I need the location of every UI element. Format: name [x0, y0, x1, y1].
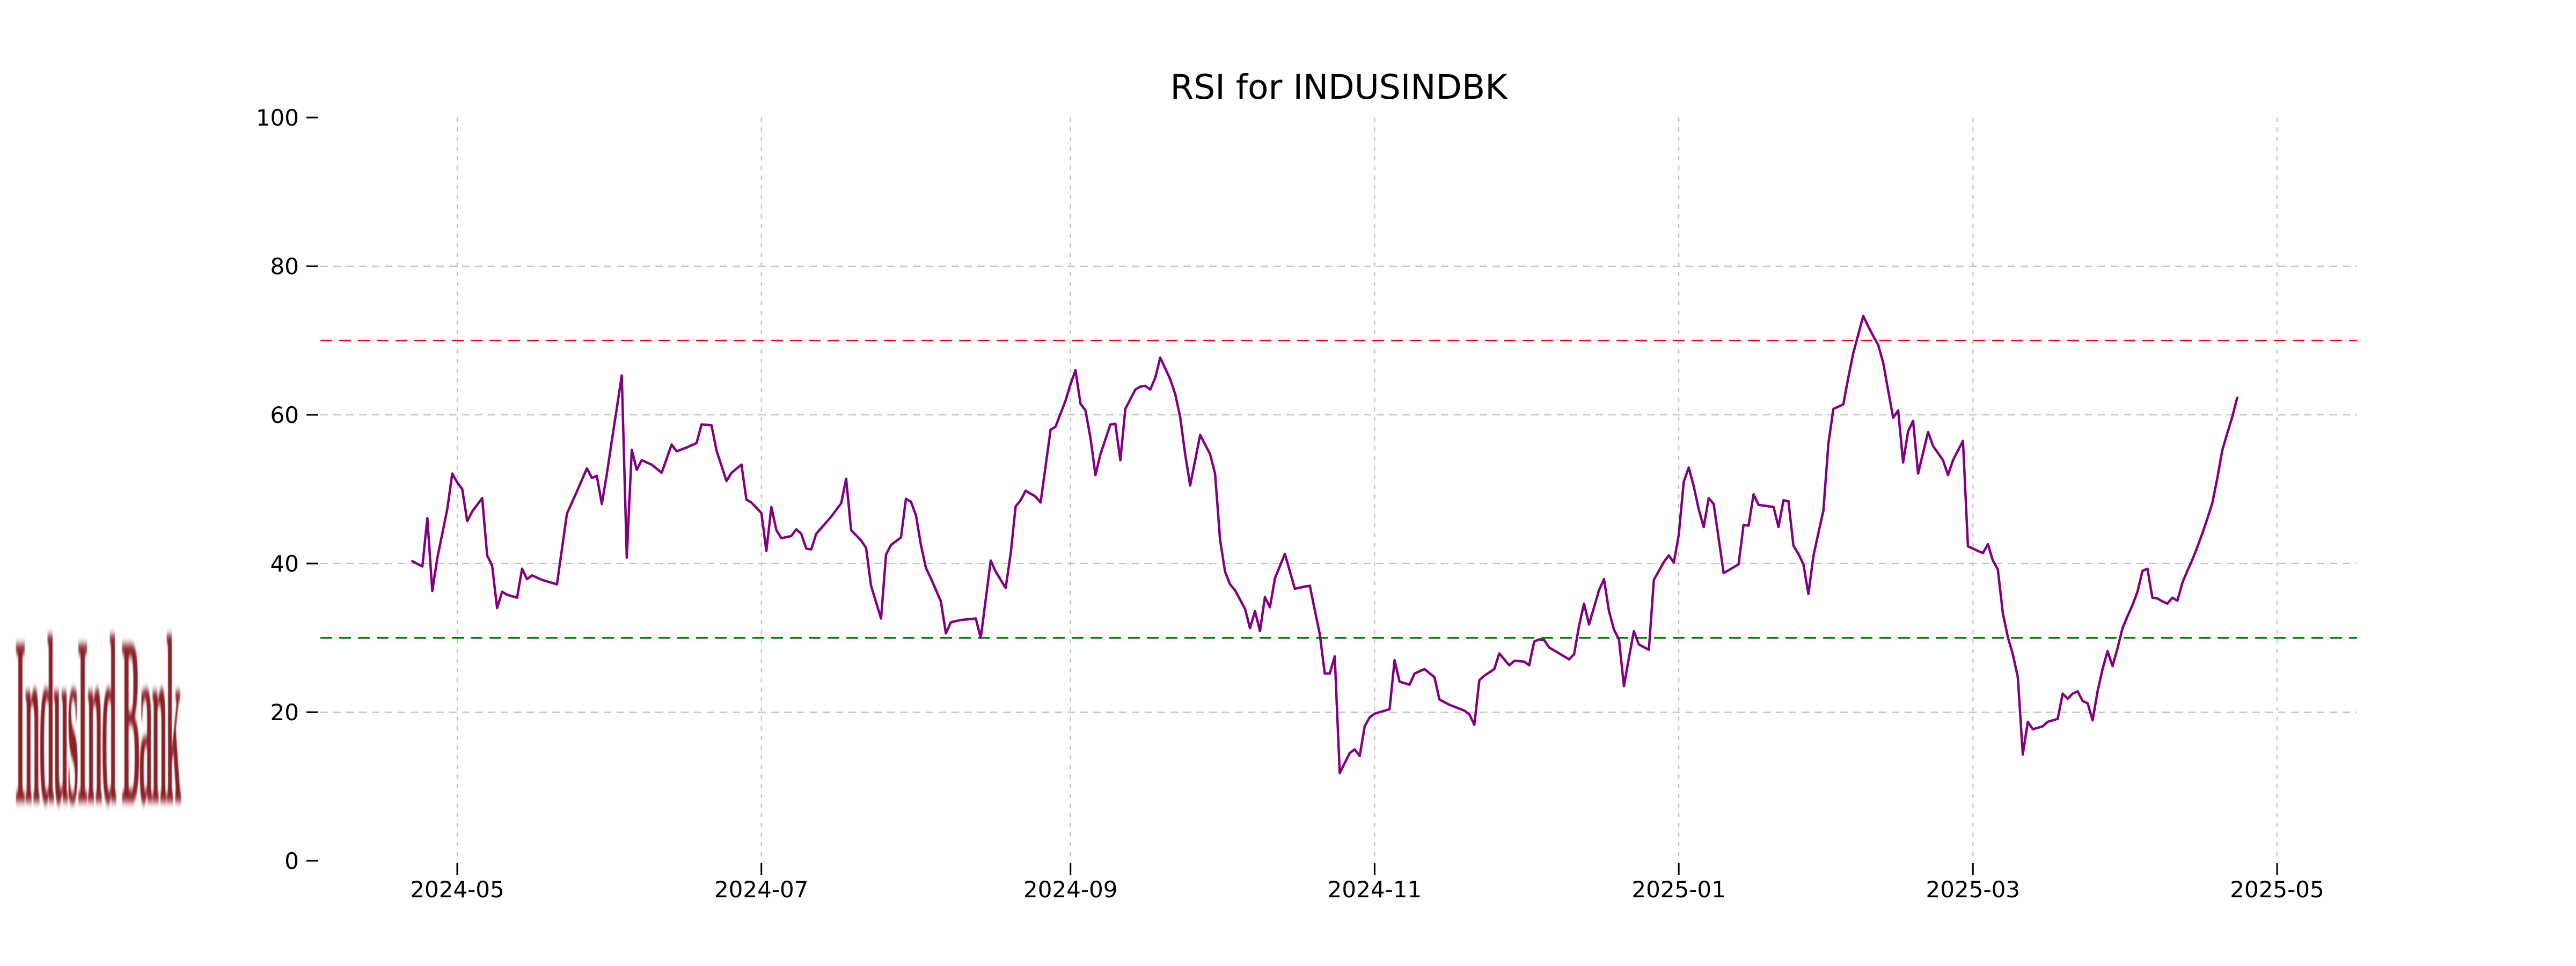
x-tick-label: 2024-05	[410, 876, 504, 903]
y-tick-label: 80	[270, 253, 299, 280]
rsi-series-line	[411, 314, 2238, 774]
y-tick-label: 100	[256, 105, 299, 131]
x-tick-label: 2024-09	[1023, 876, 1118, 903]
y-tick-label: 0	[284, 848, 299, 874]
y-tick-label: 40	[270, 551, 299, 577]
x-tick-label: 2024-07	[714, 876, 809, 903]
x-tick-label: 2025-05	[2230, 876, 2324, 903]
y-tick-label: 20	[270, 699, 299, 726]
y-tick-label: 60	[270, 402, 299, 428]
x-tick-label: 2024-11	[1328, 876, 1422, 903]
x-tick-label: 2025-03	[1926, 876, 2021, 903]
x-tick-label: 2025-01	[1631, 876, 1726, 903]
chart-title: RSI for INDUSINDBK	[1170, 68, 1507, 107]
